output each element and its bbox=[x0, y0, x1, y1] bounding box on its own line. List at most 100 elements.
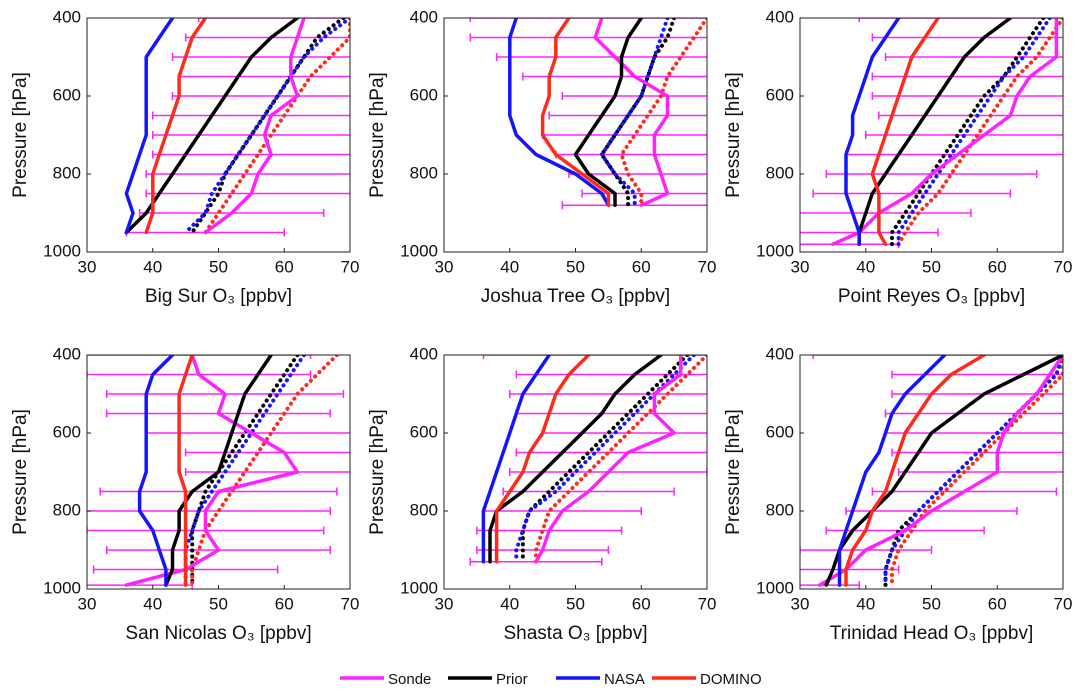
x-axis-label: Big Sur O₃ [ppbv] bbox=[145, 286, 292, 307]
y-tick-label: 600 bbox=[410, 422, 438, 441]
x-tick-label: 70 bbox=[1054, 257, 1073, 276]
y-tick-label: 400 bbox=[766, 7, 794, 26]
y-tick-label: 800 bbox=[766, 163, 794, 182]
panel: 30 40 50 60 70 400 600 800 1000 San Nicolas O₃ [p… bbox=[10, 344, 359, 644]
dotted-profile bbox=[619, 18, 707, 208]
x-axis-label: Point Reyes O₃ [ppbv] bbox=[838, 286, 1025, 307]
y-tick-label: 1000 bbox=[756, 578, 794, 597]
x-tick-label: 70 bbox=[1054, 594, 1073, 613]
error-bar bbox=[865, 131, 1063, 139]
legend-label: Prior bbox=[496, 671, 528, 688]
profile-line bbox=[508, 18, 611, 207]
panel: 30 40 50 60 70 400 600 800 1000 Shasta O₃ [ppbv] P… bbox=[367, 344, 717, 644]
y-tick-label: 400 bbox=[53, 344, 81, 363]
profile-line bbox=[144, 18, 208, 235]
profile-line bbox=[844, 355, 986, 587]
x-tick-label: 60 bbox=[988, 257, 1007, 276]
x-tick-label: 50 bbox=[566, 257, 585, 276]
x-tick-label: 30 bbox=[791, 594, 810, 613]
x-axis-label: Shasta O₃ [ppbv] bbox=[504, 623, 648, 644]
y-tick-label: 400 bbox=[53, 7, 81, 26]
y-tick-label: 800 bbox=[53, 500, 81, 519]
x-tick-label: 40 bbox=[500, 257, 519, 276]
x-tick-label: 40 bbox=[856, 257, 875, 276]
dotted-profile bbox=[890, 18, 1046, 247]
y-tick-label: 600 bbox=[766, 422, 794, 441]
x-tick-label: 60 bbox=[275, 257, 294, 276]
x-tick-label: 30 bbox=[78, 257, 97, 276]
plot-area bbox=[800, 355, 1063, 589]
error-bar bbox=[878, 111, 1063, 120]
profile-line bbox=[124, 18, 175, 235]
y-tick-label: 400 bbox=[410, 7, 438, 26]
x-tick-label: 70 bbox=[698, 594, 717, 613]
x-tick-label: 30 bbox=[791, 257, 810, 276]
profile-line bbox=[593, 18, 670, 207]
profile-line bbox=[481, 355, 551, 564]
x-tick-label: 30 bbox=[78, 594, 97, 613]
legend-label: Sonde bbox=[388, 671, 431, 688]
y-axis-label: Pressure [hPa] bbox=[367, 72, 388, 198]
y-tick-label: 400 bbox=[410, 344, 438, 363]
dotted-profile bbox=[896, 18, 1063, 247]
profile-line bbox=[844, 18, 901, 246]
x-tick-label: 30 bbox=[435, 257, 454, 276]
y-tick-label: 800 bbox=[53, 163, 81, 182]
error-bar bbox=[871, 92, 1063, 100]
y-tick-label: 1000 bbox=[756, 241, 794, 260]
x-tick-label: 40 bbox=[143, 257, 162, 276]
error-bar bbox=[198, 18, 350, 22]
error-bar bbox=[884, 429, 1063, 437]
y-axis-label: Pressure [hPa] bbox=[367, 409, 388, 535]
y-tick-label: 1000 bbox=[400, 241, 438, 260]
legend-label: DOMINO bbox=[700, 671, 762, 688]
x-axis-label: Trinidad Head O₃ [ppbv] bbox=[830, 623, 1033, 644]
y-tick-label: 600 bbox=[410, 85, 438, 104]
x-tick-label: 30 bbox=[435, 594, 454, 613]
dotted-profile bbox=[183, 18, 350, 235]
x-tick-label: 60 bbox=[632, 594, 651, 613]
y-tick-label: 1000 bbox=[43, 241, 81, 260]
profile-line bbox=[124, 355, 300, 587]
profile-line bbox=[534, 355, 683, 564]
y-tick-label: 1000 bbox=[400, 578, 438, 597]
plot-area bbox=[124, 18, 350, 237]
profile-line bbox=[870, 18, 940, 246]
x-tick-label: 60 bbox=[632, 257, 651, 276]
profile-line bbox=[494, 355, 591, 564]
x-tick-label: 60 bbox=[988, 594, 1007, 613]
profile-line bbox=[573, 18, 644, 207]
x-tick-label: 60 bbox=[275, 594, 294, 613]
plot-area bbox=[469, 18, 707, 210]
y-tick-label: 800 bbox=[410, 163, 438, 182]
profile-line bbox=[540, 18, 611, 207]
panel: 30 40 50 60 70 400 600 800 1000 Trinidad Head O₃ … bbox=[723, 344, 1073, 644]
x-tick-label: 40 bbox=[856, 594, 875, 613]
x-tick-label: 70 bbox=[341, 257, 360, 276]
x-axis-label: San Nicolas O₃ [ppbv] bbox=[125, 623, 311, 644]
error-bar bbox=[87, 355, 312, 359]
profile-line bbox=[837, 355, 947, 587]
x-tick-label: 50 bbox=[566, 594, 585, 613]
x-tick-label: 70 bbox=[698, 257, 717, 276]
plot-area bbox=[800, 18, 1063, 249]
dotted-profile bbox=[190, 18, 346, 235]
profile-line bbox=[124, 18, 300, 235]
dotted-profile bbox=[534, 355, 707, 564]
y-tick-label: 600 bbox=[766, 85, 794, 104]
panel: 30 40 50 60 70 400 600 800 1000 Joshua Tree O₃ [p… bbox=[367, 7, 717, 307]
y-tick-label: 800 bbox=[766, 500, 794, 519]
legend: Sonde Prior NASA DOMINO bbox=[340, 671, 762, 688]
dotted-profile bbox=[190, 355, 339, 588]
x-tick-label: 40 bbox=[143, 594, 162, 613]
y-tick-label: 400 bbox=[766, 344, 794, 363]
profile-line bbox=[857, 18, 1013, 246]
error-bar bbox=[482, 355, 707, 359]
y-tick-label: 1000 bbox=[43, 578, 81, 597]
dotted-profile bbox=[890, 355, 1063, 588]
legend-label: NASA bbox=[604, 671, 645, 688]
profile-line bbox=[137, 355, 175, 587]
profile-line bbox=[488, 355, 663, 564]
error-bar bbox=[858, 18, 1063, 22]
